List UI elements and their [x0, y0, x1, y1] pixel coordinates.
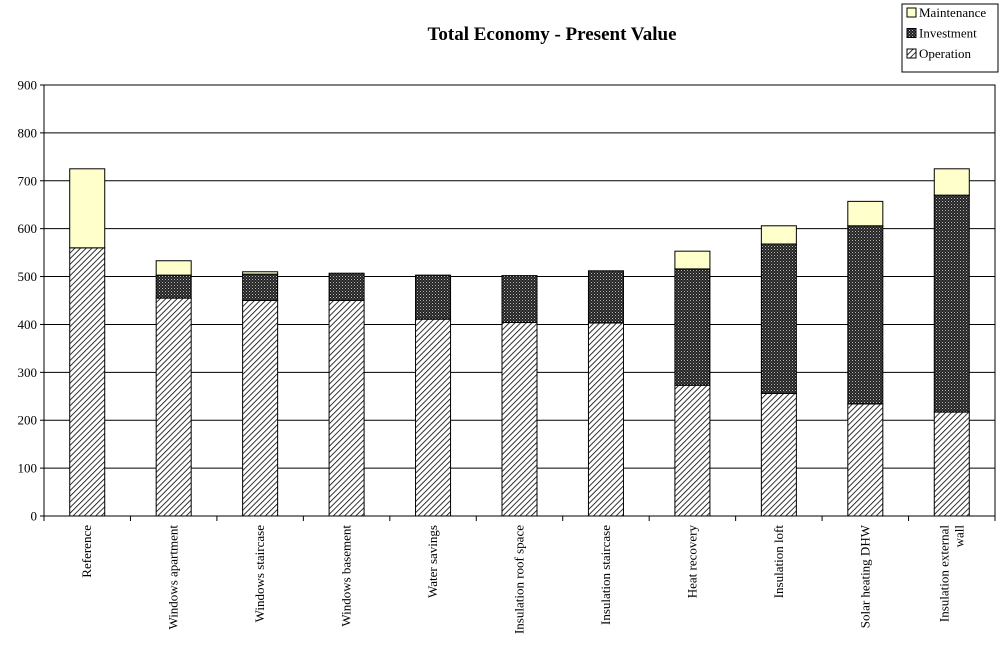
bar-investment — [847, 225, 884, 405]
bar-investment — [674, 268, 711, 386]
bar-stack — [242, 271, 279, 517]
y-tick-label: 800 — [18, 125, 38, 140]
bar-maintenance — [155, 260, 192, 276]
bar-operation — [415, 318, 452, 517]
y-tick-label: 100 — [18, 461, 38, 476]
bar-operation — [933, 411, 970, 517]
y-tick-label: 700 — [18, 173, 38, 188]
x-tick-label: Insulation roof space — [512, 525, 527, 634]
bar-operation — [242, 300, 279, 517]
bar-stack — [328, 272, 365, 517]
x-tick-label: Windows basement — [339, 525, 354, 627]
bar-operation — [155, 297, 192, 517]
bar-operation — [587, 322, 624, 517]
bar-stack — [760, 225, 797, 517]
axes — [43, 84, 996, 517]
legend-label: Operation — [919, 46, 971, 61]
bar-maintenance — [674, 250, 711, 270]
bar-operation — [760, 392, 797, 517]
x-tick-label: Insulation loft — [771, 525, 786, 599]
x-tick-label: Water savings — [425, 525, 440, 598]
plot-area-border — [43, 84, 996, 517]
bar-operation — [328, 300, 365, 517]
bar-investment — [760, 243, 797, 394]
x-tick-label: Heat recovery — [684, 525, 699, 599]
legend-label: Maintenance — [919, 5, 986, 20]
bar-investment — [328, 272, 365, 302]
y-tick-label: 500 — [18, 269, 38, 284]
bar-operation — [69, 247, 106, 517]
legend-swatch — [906, 28, 917, 38]
legend-box — [901, 3, 999, 73]
bar-maintenance — [760, 225, 797, 245]
bars — [69, 168, 970, 517]
y-tick-label: 400 — [18, 317, 38, 332]
legend-label: Investment — [919, 26, 977, 41]
bar-stack — [587, 270, 624, 517]
bar-stack — [933, 168, 970, 517]
bar-maintenance — [933, 168, 970, 196]
y-tick-label: 600 — [18, 221, 38, 236]
y-tick-label: 200 — [18, 413, 38, 428]
legend-swatch — [906, 48, 917, 59]
x-tick-label: Windows staircase — [252, 525, 267, 623]
bar-operation — [674, 384, 711, 517]
y-axis-ticks: 0 100 200 300 400 500 600 700 800 900 — [18, 78, 44, 524]
bar-stack — [415, 274, 452, 517]
x-tick-label: Solar heating DHW — [857, 524, 872, 628]
bar-maintenance — [242, 271, 279, 275]
legend: Maintenance Investment Operation — [901, 3, 999, 73]
bar-investment — [501, 275, 538, 324]
bar-investment — [155, 274, 192, 299]
x-axis-ticks: Reference Windows apartment Windows stairc… — [43, 516, 996, 634]
bar-investment — [415, 274, 452, 320]
bar-investment — [587, 270, 624, 324]
bar-operation — [847, 403, 884, 517]
y-tick-label: 0 — [31, 509, 38, 524]
bar-maintenance — [847, 200, 884, 227]
bar-investment — [933, 194, 970, 413]
x-tick-label: Insulation external — [936, 525, 951, 622]
x-tick-label: Insulation staircase — [598, 525, 613, 625]
bar-operation — [501, 322, 538, 517]
y-tick-label: 300 — [18, 365, 38, 380]
bar-stack — [847, 200, 884, 517]
x-tick-label: Windows apartment — [166, 525, 181, 630]
legend-swatch — [906, 7, 917, 18]
bar-stack — [674, 250, 711, 517]
bar-stack — [155, 260, 192, 517]
x-tick-label: wall — [951, 525, 966, 548]
chart-title: Total Economy - Present Value — [427, 24, 676, 45]
bar-stack — [69, 168, 106, 517]
bar-maintenance — [69, 168, 106, 249]
bar-stack — [501, 275, 538, 517]
bar-investment — [242, 273, 279, 301]
y-tick-label: 900 — [18, 78, 38, 93]
x-tick-label: Reference — [79, 525, 94, 578]
